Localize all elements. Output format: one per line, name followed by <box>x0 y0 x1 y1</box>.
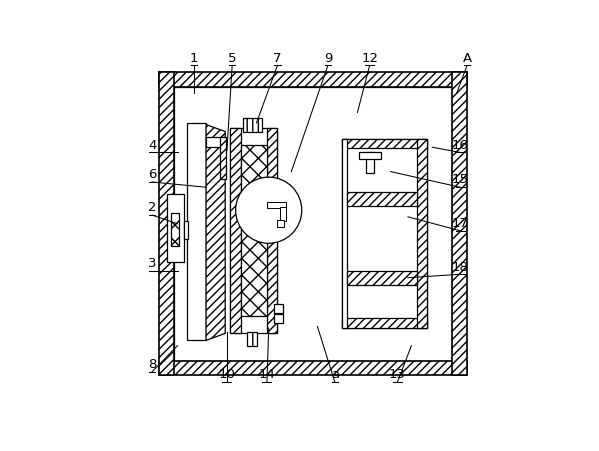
Bar <box>187 124 206 341</box>
Bar <box>267 129 277 334</box>
Bar <box>206 138 225 148</box>
Bar <box>347 271 418 285</box>
Bar <box>167 195 184 262</box>
Bar <box>274 315 283 323</box>
Text: A: A <box>462 51 471 64</box>
Text: 17: 17 <box>452 216 468 230</box>
Text: 9: 9 <box>323 51 332 64</box>
Circle shape <box>235 178 302 244</box>
Bar <box>184 221 188 239</box>
Bar <box>359 152 381 159</box>
Text: 13: 13 <box>389 368 406 381</box>
Text: 7: 7 <box>273 51 282 64</box>
Text: 16: 16 <box>452 138 468 152</box>
Text: 10: 10 <box>219 368 235 381</box>
Bar <box>220 138 226 179</box>
Text: 18: 18 <box>452 260 468 273</box>
Text: 12: 12 <box>361 51 378 64</box>
Bar <box>247 332 257 346</box>
Bar <box>159 73 467 88</box>
Bar <box>347 193 418 207</box>
Polygon shape <box>206 125 225 341</box>
Bar <box>231 129 277 334</box>
Text: 14: 14 <box>259 368 276 381</box>
Text: 5: 5 <box>228 51 237 64</box>
Bar <box>171 214 179 247</box>
Text: 4: 4 <box>148 138 156 152</box>
Text: 8: 8 <box>148 357 156 370</box>
Bar <box>418 139 427 328</box>
Bar <box>277 221 285 227</box>
Text: 2: 2 <box>148 201 156 214</box>
Bar <box>342 139 427 149</box>
Text: 6: 6 <box>148 168 156 181</box>
Bar <box>366 153 374 174</box>
Text: 15: 15 <box>452 173 468 186</box>
Text: a: a <box>331 368 339 381</box>
Text: 1: 1 <box>190 51 198 64</box>
Bar <box>231 129 241 334</box>
Bar <box>342 139 347 328</box>
Text: 3: 3 <box>148 257 156 269</box>
Bar <box>267 202 286 209</box>
Bar <box>174 88 452 361</box>
Bar <box>159 361 467 375</box>
Bar <box>342 319 427 328</box>
Bar <box>274 304 283 313</box>
Bar <box>243 119 262 132</box>
Bar <box>241 146 267 316</box>
Bar <box>280 207 286 221</box>
Bar <box>452 73 467 375</box>
Bar <box>342 139 427 328</box>
Bar <box>159 73 174 375</box>
